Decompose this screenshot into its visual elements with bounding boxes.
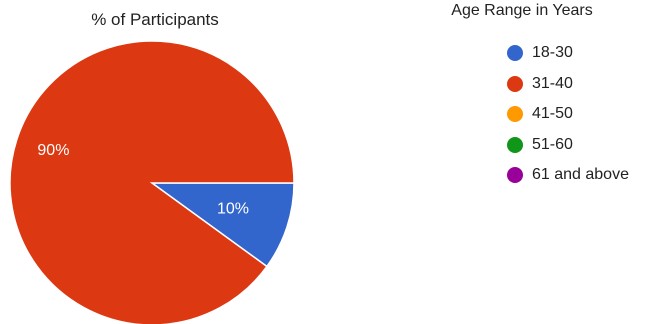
pie-slice-18-30 xyxy=(149,182,295,268)
legend-item-61-and-above: 61 and above xyxy=(507,160,629,191)
legend-swatch-icon xyxy=(507,45,523,62)
legend-swatch-icon xyxy=(507,75,523,92)
legend-label: 18-30 xyxy=(532,44,573,62)
legend-swatch-icon xyxy=(507,106,523,123)
legend-swatch-icon xyxy=(507,167,523,184)
pie-slice-31-40 xyxy=(9,40,295,324)
legend: 18-30 31-40 41-50 51-60 61 and above xyxy=(507,38,629,191)
data-label-18-30: 10% xyxy=(217,201,249,218)
legend-item-31-40: 31-40 xyxy=(507,69,629,100)
legend-label: 31-40 xyxy=(532,74,573,92)
legend-item-51-60: 51-60 xyxy=(507,130,629,161)
legend-swatch-icon xyxy=(507,136,523,153)
legend-item-41-50: 41-50 xyxy=(507,99,629,130)
data-label-31-40: 90% xyxy=(37,142,69,159)
legend-label: 41-50 xyxy=(532,105,573,123)
legend-title: Age Range in Years xyxy=(451,2,593,19)
legend-label: 61 and above xyxy=(532,166,629,184)
pie-chart: 10% 90% xyxy=(9,40,295,324)
chart-title: % of Participants xyxy=(91,10,219,29)
legend-item-18-30: 18-30 xyxy=(507,38,629,69)
legend-label: 51-60 xyxy=(532,135,573,153)
